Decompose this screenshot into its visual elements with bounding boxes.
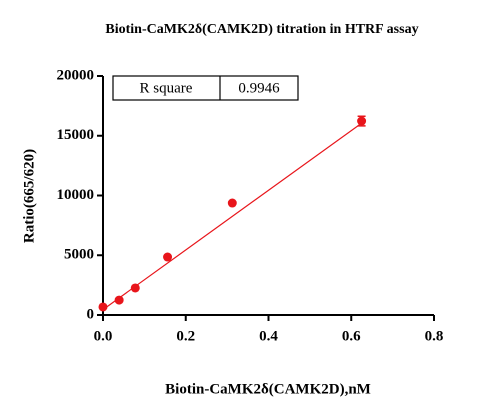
x-tick-label: 0.6 xyxy=(342,328,361,344)
data-point xyxy=(357,116,367,126)
x-tick-label: 0.8 xyxy=(425,328,444,344)
stat-label: R square xyxy=(140,80,193,96)
data-point xyxy=(227,198,237,208)
stat-value: 0.9946 xyxy=(238,80,280,96)
x-tick-label: 0.2 xyxy=(176,328,195,344)
y-tick-label: 0 xyxy=(87,306,95,322)
data-point xyxy=(114,295,124,305)
fit-line xyxy=(102,122,362,311)
data-point xyxy=(130,283,140,293)
data-point xyxy=(163,252,173,262)
x-tick-label: 0.0 xyxy=(94,328,113,344)
x-tick-label: 0.4 xyxy=(259,328,278,344)
y-tick-label: 5000 xyxy=(64,247,94,263)
y-tick-label: 10000 xyxy=(57,187,95,203)
data-point xyxy=(98,302,108,312)
y-tick-label: 20000 xyxy=(57,67,95,83)
stat-table xyxy=(112,75,299,101)
y-tick-label: 15000 xyxy=(57,127,95,143)
x-axis-label: Biotin-CaMK2δ(CAMK2D),nM xyxy=(165,381,371,397)
y-axis-label: Ratio(665/620) xyxy=(21,149,37,243)
chart-title: Biotin-CaMK2δ(CAMK2D) titration in HTRF … xyxy=(105,22,418,37)
